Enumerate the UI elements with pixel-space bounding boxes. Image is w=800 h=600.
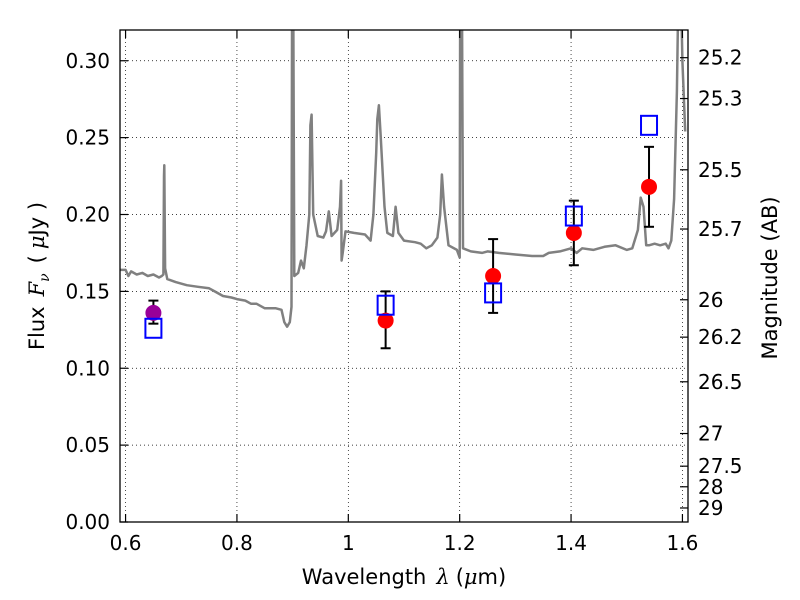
model-point [484,282,503,304]
axis-ticks [120,30,688,523]
y2-tick-label: 25.2 [698,46,743,70]
x-tick-label: 0.8 [221,531,253,555]
y-tick-label: 0.30 [65,49,110,73]
y-tick-label: 0.25 [65,126,110,150]
observed-point [641,178,658,195]
observed-point [485,268,502,284]
observed-point [565,224,582,241]
y-tick-label: 0.20 [65,203,110,227]
y2-tick-label: 29 [698,496,723,520]
y2-tick-label: 25.3 [698,87,743,111]
model-point [564,205,583,227]
y2-tick-label: 26.2 [698,325,743,349]
y-tick-labels: 0.00 0.05 0.10 0.15 0.20 0.25 0.30 [65,49,110,534]
x-tick-label: 1.2 [444,531,476,555]
x-tick-label: 1 [342,531,355,555]
y2-tick-label: 27.5 [698,454,743,478]
y2-axis-title: Magnitude (AB) [758,196,782,359]
x-tick-label: 0.6 [110,531,142,555]
y2-tick-label: 26.5 [698,370,743,394]
x-tick-label: 1.4 [555,531,587,555]
model-point [144,317,163,339]
y-tick-label: 0.15 [65,279,110,303]
plot-frame [119,29,689,523]
x-tick-labels: 0.6 0.8 1 1.2 1.4 1.6 [110,531,699,555]
y2-tick-label: 26 [698,288,723,312]
model-point [376,294,395,316]
x-axis-title: Wavelength λ (μm) [302,565,506,589]
observed-points [145,178,658,329]
model-photometry-points [144,114,659,339]
error-bars [148,145,655,350]
y2-tick-label: 25.5 [698,158,743,182]
y-tick-label: 0.10 [65,356,110,380]
y-tick-label: 0.00 [65,510,110,534]
grid [120,30,688,523]
y2-tick-label: 27 [698,422,723,446]
model-point [640,114,659,136]
y2-tick-label: 25.7 [698,217,743,241]
y-axis-title: FluxFν(μJy ) [25,202,53,350]
model-spectrum-line [120,30,687,328]
y2-tick-label: 28 [698,475,723,499]
y-tick-label: 0.05 [65,433,110,457]
observed-point [145,304,162,321]
observed-point [377,312,394,329]
x-tick-label: 1.6 [667,531,699,555]
